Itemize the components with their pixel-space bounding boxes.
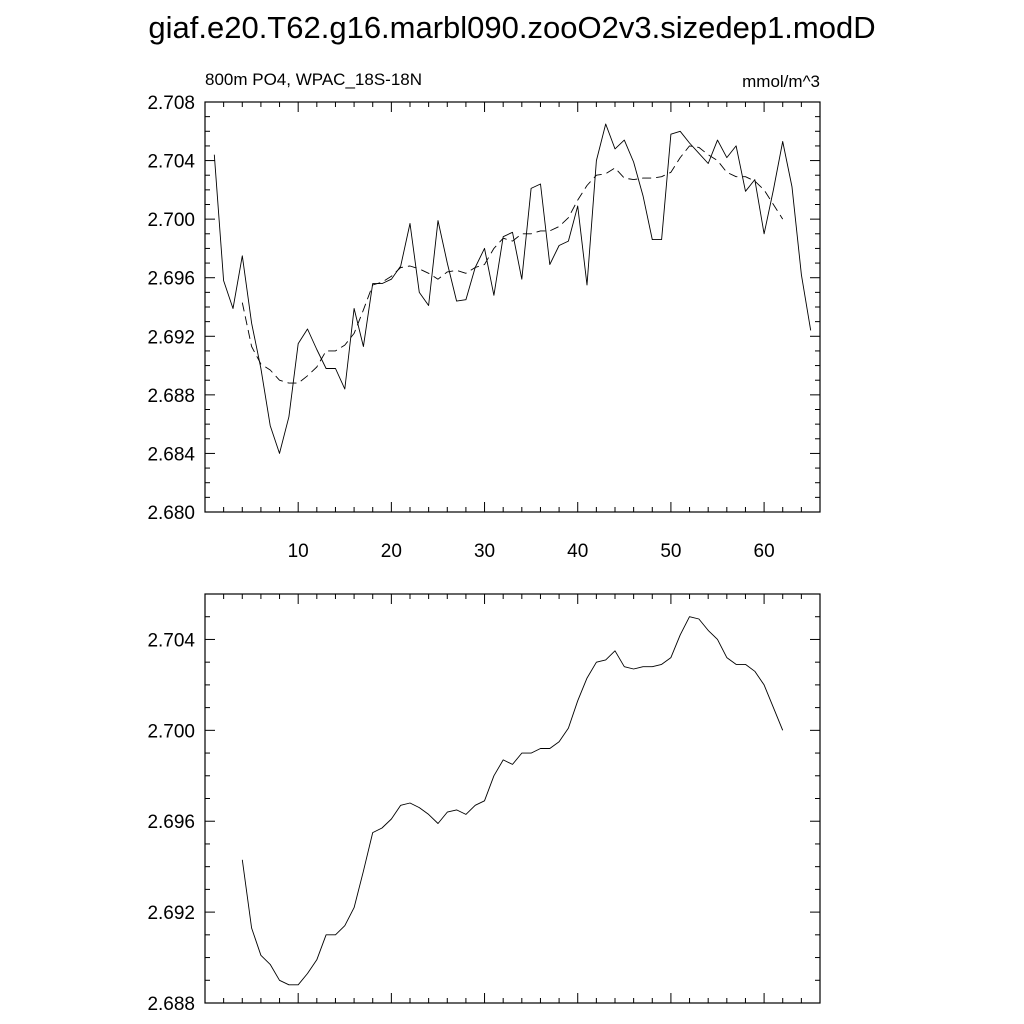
y-tick-label: 2.688 — [147, 994, 195, 1015]
series-line-solid — [241, 616, 784, 986]
y-tick-label: 2.700 — [147, 210, 195, 231]
y-tick-label: 2.704 — [147, 630, 195, 651]
y-tick-label: 2.696 — [147, 812, 195, 833]
y-tick-label: 2.680 — [147, 503, 195, 524]
x-tick-label: 60 — [754, 541, 775, 562]
y-tick-label: 2.708 — [147, 93, 195, 114]
x-tick-label: 30 — [474, 541, 495, 562]
series-line-dashed — [241, 145, 784, 384]
y-tick-label: 2.688 — [147, 386, 195, 407]
series-line-solid — [213, 123, 812, 454]
top-panel-units: mmol/m^3 — [742, 72, 820, 91]
y-tick-label: 2.692 — [147, 903, 195, 924]
top-panel: 2.680 2.684 2.688 2.692 2.696 2.700 2.704 2.708… — [147, 93, 821, 562]
x-tick-label: 20 — [381, 541, 402, 562]
y-tick-label: 2.684 — [147, 444, 195, 465]
figure-title: giaf.e20.T62.g16.marbl090.zooO2v3.sizede… — [148, 10, 875, 45]
x-tick-label: 50 — [660, 541, 681, 562]
y-tick-label: 2.692 — [147, 327, 195, 348]
x-tick-label: 10 — [288, 541, 309, 562]
x-tick-label: 40 — [567, 541, 588, 562]
y-tick-label: 2.704 — [147, 152, 195, 173]
y-tick-label: 2.700 — [147, 721, 195, 742]
y-tick-label: 2.696 — [147, 269, 195, 290]
plot-frame — [204, 101, 821, 513]
top-panel-title: 800m PO4, WPAC_18S-18N — [205, 70, 422, 89]
plot-frame — [204, 593, 821, 1004]
bottom-panel: 2.688 2.692 2.696 2.700 2.704 — [147, 593, 821, 1015]
